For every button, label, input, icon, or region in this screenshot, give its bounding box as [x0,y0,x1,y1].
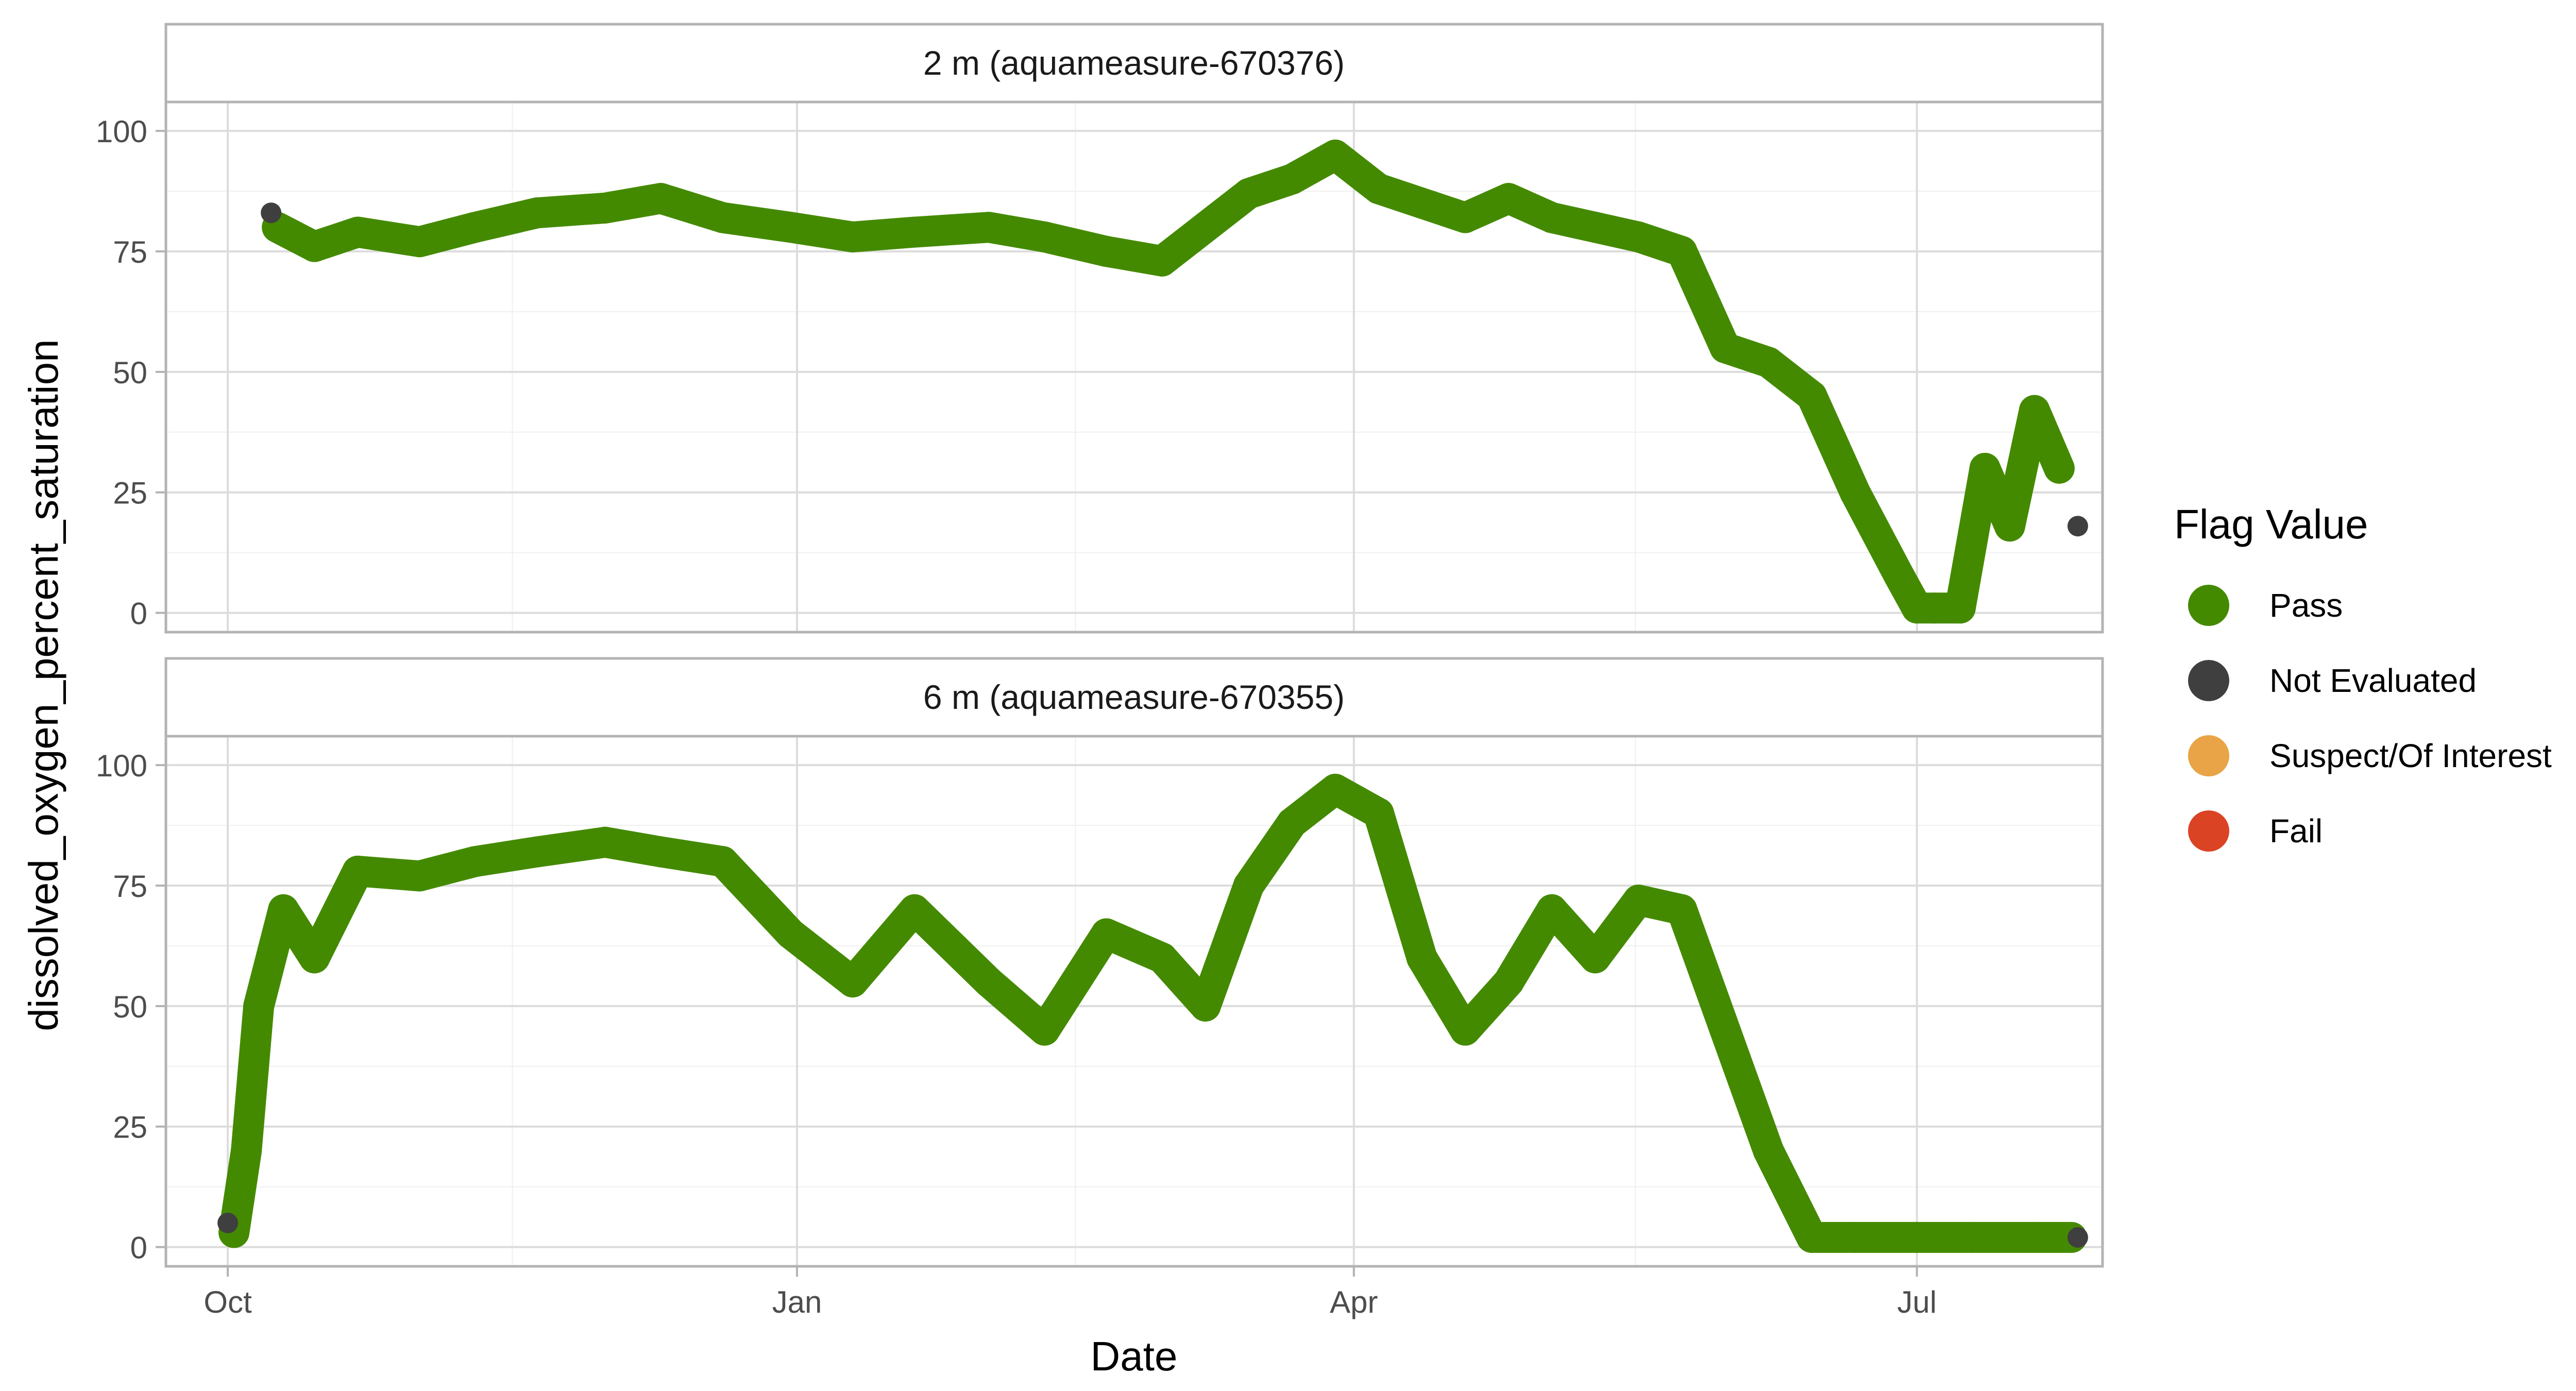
legend-label: Pass [2269,587,2343,624]
legend-key [2188,735,2229,776]
y-tick-label: 75 [113,869,147,904]
y-tick-label: 50 [113,990,147,1024]
panel-strip-label: 2 m (aquameasure-670376) [923,44,1345,82]
data-band [246,1006,259,1151]
x-tick-label: Apr [1330,1285,1378,1319]
x-tick-label: Jan [772,1285,822,1319]
y-tick-label: 75 [113,235,147,269]
legend-label: Suspect/Of Interest [2269,737,2552,774]
data-point-not-evaluated [2067,1227,2088,1248]
legend-key [2188,585,2229,626]
y-tick-label: 25 [113,1110,147,1145]
y-tick-label: 0 [130,597,147,631]
x-tick-label: Jul [1897,1285,1937,1319]
legend-key [2188,660,2229,701]
legend-label: Not Evaluated [2269,662,2477,699]
data-point-not-evaluated [2067,516,2088,536]
data-point-not-evaluated [217,1213,238,1233]
y-tick-label: 100 [96,749,147,783]
y-tick-label: 0 [130,1231,147,1265]
y-tick-label: 50 [113,355,147,390]
y-tick-label: 25 [113,476,147,511]
legend-title: Flag Value [2174,501,2368,547]
panel-strip-label: 6 m (aquameasure-670355) [923,678,1345,716]
legend-label: Fail [2269,812,2323,850]
y-tick-label: 100 [96,114,147,149]
legend-key [2188,810,2229,852]
data-point-pass [2049,458,2070,479]
x-tick-label: Oct [204,1285,252,1319]
y-axis-title: dissolved_oxygen_percent_saturation [21,339,66,1031]
x-axis-title: Date [1091,1333,1178,1379]
data-point-not-evaluated [261,202,281,223]
